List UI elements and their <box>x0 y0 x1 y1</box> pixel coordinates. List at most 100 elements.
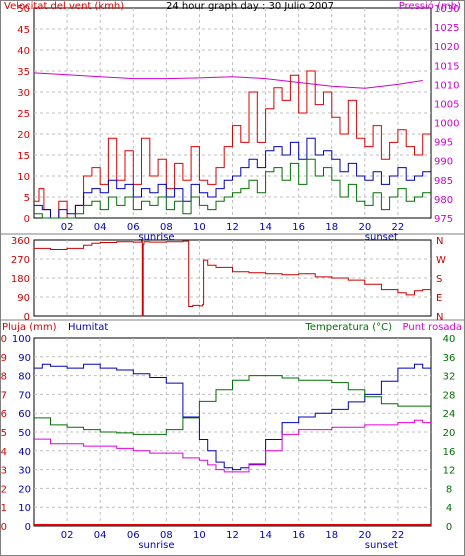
direction-tick-label: 270 <box>11 255 30 266</box>
humidity-tick-label: 90 <box>18 353 31 364</box>
rain-tick-label: 3 <box>1 466 7 477</box>
x-tick-label: 14 <box>259 222 272 233</box>
temperature-line <box>34 375 431 435</box>
wind-tick-label: 5 <box>24 193 30 204</box>
rain-tick-label: 9 <box>1 353 7 364</box>
humidity-tick-label: 40 <box>18 447 31 458</box>
wind-tick-label: 10 <box>17 172 30 183</box>
temperature-tick-label: 12 <box>443 466 456 477</box>
wind-tick-label: 40 <box>17 46 30 57</box>
direction-tick-label: 0 <box>24 312 30 323</box>
compass-label: S <box>436 274 442 285</box>
temperature-tick-label: 8 <box>446 484 452 495</box>
x-tick-label: 10 <box>193 530 206 541</box>
wind-tick-label: 20 <box>17 130 30 141</box>
rain-tick-label: 1 <box>1 503 7 514</box>
pressure-line <box>33 72 423 89</box>
temperature-tick-label: 20 <box>443 428 456 439</box>
humidity-tick-label: 30 <box>18 466 31 477</box>
pressure-tick-label: 1020 <box>434 42 459 53</box>
rain-tick-label: 6 <box>1 409 7 420</box>
humidity-tick-label: 60 <box>18 409 31 420</box>
x-tick-label: 14 <box>259 530 272 541</box>
x-tick-label: 02 <box>61 530 74 541</box>
sunset-label: sunset <box>365 232 398 243</box>
pressure-tick-label: 995 <box>434 138 453 149</box>
pressure-tick-label: 980 <box>434 195 453 206</box>
temperature-tick-label: 4 <box>446 503 452 514</box>
humidity-tick-label: 70 <box>18 390 31 401</box>
compass-label: W <box>436 255 446 266</box>
pressure-tick-label: 985 <box>434 176 453 187</box>
humidity-tick-label: 80 <box>18 372 31 383</box>
direction-tick-label: 90 <box>17 293 30 304</box>
x-tick-label: 16 <box>292 222 305 233</box>
x-tick-label: 06 <box>127 222 140 233</box>
wind-low-line <box>34 158 431 219</box>
sunrise-label: sunrise <box>138 540 174 551</box>
x-tick-label: 16 <box>292 530 305 541</box>
humidity-tick-label: 10 <box>18 503 31 514</box>
rain-tick-label: 8 <box>1 372 7 383</box>
pressure-tick-label: 975 <box>434 214 453 225</box>
sunset-label: sunset <box>365 540 398 551</box>
x-tick-label: 20 <box>358 530 371 541</box>
rain-tick-label: 4 <box>1 447 7 458</box>
wind-avg-line <box>34 137 431 219</box>
temperature-axis-title: Temperatura (°C) <box>304 322 392 333</box>
wind-gust-line <box>34 70 431 219</box>
x-tick-label: 06 <box>127 530 140 541</box>
pressure-axis-title: Pressió (mb) <box>399 0 461 12</box>
compass-label: E <box>436 293 442 304</box>
x-tick-label: 18 <box>325 222 338 233</box>
rain-tick-label: 7 <box>1 390 7 401</box>
temperature-tick-label: 0 <box>446 522 452 533</box>
x-tick-label: 08 <box>160 530 173 541</box>
x-tick-label: 22 <box>392 222 405 233</box>
x-tick-label: 12 <box>226 222 239 233</box>
x-tick-label: 18 <box>325 530 338 541</box>
pressure-tick-label: 1015 <box>434 61 459 72</box>
wind-direction-line <box>34 240 431 317</box>
rain-axis-title: Pluja (mm) <box>2 322 57 333</box>
x-tick-label: 04 <box>94 530 107 541</box>
compass-label: N <box>436 236 443 247</box>
temperature-tick-label: 40 <box>443 334 456 345</box>
temperature-tick-label: 16 <box>443 447 456 458</box>
rain-tick-label: 10 <box>0 334 7 345</box>
x-tick-label: 08 <box>160 222 173 233</box>
pressure-tick-label: 1010 <box>434 80 459 91</box>
direction-tick-label: 360 <box>11 236 30 247</box>
humidity-line <box>34 363 431 471</box>
humidity-tick-label: 50 <box>18 428 31 439</box>
wind-tick-label: 45 <box>17 25 30 36</box>
pressure-tick-label: 1030 <box>434 4 459 15</box>
wind-axis-title: Velocitat del vent (kmh) <box>4 1 124 12</box>
pressure-tick-label: 1025 <box>434 23 459 34</box>
x-tick-label: 22 <box>392 530 405 541</box>
x-tick-label: 20 <box>358 222 371 233</box>
wind-tick-label: 50 <box>17 4 30 15</box>
pressure-tick-label: 1000 <box>434 119 459 130</box>
pressure-tick-label: 1005 <box>434 99 459 110</box>
x-tick-label: 10 <box>193 222 206 233</box>
wind-tick-label: 15 <box>17 151 30 162</box>
dewpoint-axis-title: Punt rosada <box>403 322 462 333</box>
pressure-tick-label: 990 <box>434 157 453 168</box>
rain-tick-label: 0 <box>1 522 7 533</box>
humidity-tick-label: 100 <box>12 334 31 345</box>
direction-tick-label: 180 <box>11 274 30 285</box>
sunrise-label: sunrise <box>138 232 174 243</box>
x-tick-label: 12 <box>226 530 239 541</box>
x-tick-label: 02 <box>61 222 74 233</box>
wind-tick-label: 25 <box>17 109 30 120</box>
temperature-tick-label: 36 <box>443 353 456 364</box>
rain-tick-label: 5 <box>1 428 7 439</box>
temperature-tick-label: 24 <box>443 409 456 420</box>
temperature-tick-label: 28 <box>443 390 456 401</box>
compass-label: N <box>436 312 443 323</box>
humidity-tick-label: 0 <box>25 522 31 533</box>
chart-title: 24 hour graph day : 30 Julio 2007 <box>166 1 334 12</box>
